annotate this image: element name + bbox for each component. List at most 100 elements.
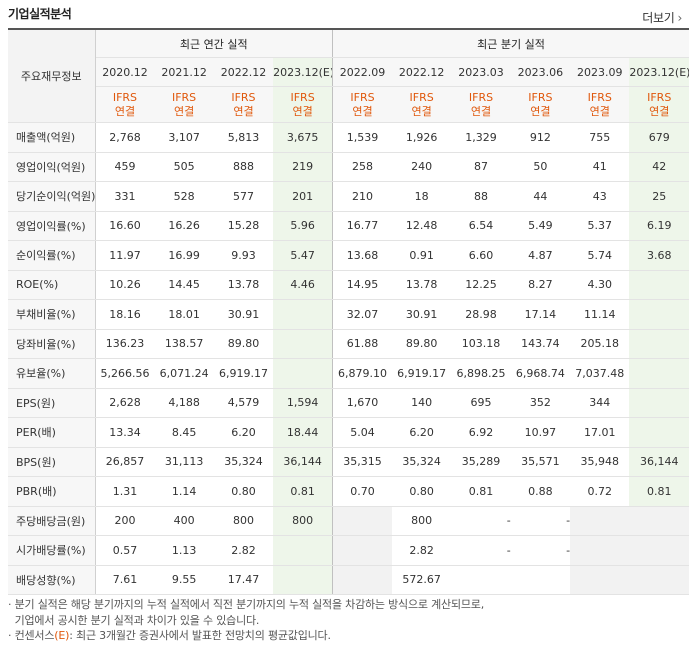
table-cell: 3,107 bbox=[154, 122, 214, 153]
table-cell: 36,144 bbox=[273, 447, 334, 477]
table-cell: 1,926 bbox=[391, 122, 452, 153]
table-cell: 26,857 bbox=[95, 447, 155, 477]
table-row: PBR(배) 1.31 1.14 0.80 0.81 0.70 0.80 0.81 0.88 0.… bbox=[8, 476, 689, 507]
table-cell: 16.26 bbox=[154, 210, 214, 241]
table-cell: 528 bbox=[154, 181, 214, 212]
table-cell: 0.72 bbox=[570, 476, 630, 507]
table-row: 영업이익(억원) 459 505 888 219 258 240 87 50 41 42 bbox=[8, 152, 689, 182]
table-cell: 505 bbox=[154, 152, 214, 182]
table-cell: 2,628 bbox=[95, 387, 155, 418]
table-cell: 12.25 bbox=[451, 270, 511, 300]
row-label: 배당성향(%) bbox=[8, 565, 96, 595]
table-cell: - bbox=[510, 505, 571, 536]
table-cell: 13.34 bbox=[95, 417, 155, 448]
table-cell: 25 bbox=[629, 181, 689, 212]
table-cell: 4,579 bbox=[213, 387, 274, 418]
table-cell bbox=[273, 329, 334, 359]
table-cell: 43 bbox=[570, 181, 630, 212]
row-label: 영업이익률(%) bbox=[8, 210, 96, 241]
table-cell: 5.37 bbox=[570, 210, 630, 241]
table-cell: 42 bbox=[629, 152, 689, 182]
table-cell: 1,539 bbox=[332, 122, 392, 153]
table-row: 매출액(억원) 2,768 3,107 5,813 3,675 1,539 1,926 1,3… bbox=[8, 122, 689, 153]
consolidated-label: 연결 bbox=[649, 104, 670, 118]
table-cell: 50 bbox=[510, 152, 571, 182]
table-cell: 5.74 bbox=[570, 240, 630, 271]
section-title: 기업실적분석 bbox=[8, 7, 72, 21]
table-cell: - bbox=[451, 535, 511, 566]
table-cell: 0.81 bbox=[451, 476, 511, 507]
table-cell: 4.87 bbox=[510, 240, 571, 271]
row-label: PBR(배) bbox=[8, 476, 96, 507]
table-cell: - bbox=[451, 505, 511, 536]
ifrs-label: IFRS bbox=[350, 90, 375, 104]
table-cell: 17.47 bbox=[213, 565, 274, 595]
consolidated-label: 연결 bbox=[233, 104, 254, 118]
ifrs-label: IFRS bbox=[468, 90, 494, 104]
table-cell: 17.01 bbox=[570, 417, 630, 448]
table-cell: 6.92 bbox=[451, 417, 511, 448]
table-cell: 1.13 bbox=[154, 535, 214, 566]
table-cell: 888 bbox=[213, 152, 274, 182]
table-row: 당기순이익(억원) 331 528 577 201 210 18 88 44 43 25 bbox=[8, 181, 689, 212]
table-cell: 6,968.74 bbox=[510, 358, 571, 389]
ifrs-badge: IFRS 연결 bbox=[213, 86, 274, 123]
table-cell: 16.60 bbox=[95, 210, 155, 241]
table-cell: 800 bbox=[273, 505, 334, 536]
table-cell: 35,571 bbox=[510, 447, 571, 477]
table-row: EPS(원) 2,628 4,188 4,579 1,594 1,670 140 695 352… bbox=[8, 387, 689, 418]
period-header: 2023.03 bbox=[451, 57, 511, 87]
ifrs-badge: IFRS 연결 bbox=[95, 86, 155, 123]
table-row: 시가배당률(%) 0.57 1.13 2.82 2.82- - bbox=[8, 535, 689, 566]
table-cell: 679 bbox=[629, 122, 689, 153]
table-cell: 6,879.10 bbox=[332, 358, 392, 389]
chevron-right-icon: › bbox=[677, 10, 683, 25]
table-cell bbox=[629, 270, 689, 300]
table-cell: 13.78 bbox=[391, 270, 452, 300]
table-cell: 200 bbox=[95, 505, 155, 536]
table-cell: 1,594 bbox=[273, 387, 334, 418]
ifrs-label: IFRS bbox=[409, 90, 434, 104]
footnote-1-cont: 기업에서 공시한 분기 실적과 차이가 있을 수 있습니다. bbox=[14, 613, 260, 627]
table-cell: 35,948 bbox=[570, 447, 630, 477]
annual-group-header: 최근 연간 실적 bbox=[95, 30, 334, 58]
row-label: 순이익률(%) bbox=[8, 240, 96, 271]
row-label: 영업이익(억원) bbox=[8, 152, 96, 182]
footnote-2: · 컨센서스(E): 최근 3개월간 증권사에서 발표한 전망치의 평균값입니다… bbox=[8, 629, 331, 642]
table-cell: 11.97 bbox=[95, 240, 155, 271]
table-row: ROE(%) 10.26 14.45 13.78 4.46 14.95 13.78 12.25… bbox=[8, 270, 689, 300]
label-header: 주요재무정보 bbox=[8, 30, 96, 123]
table-cell: 30.91 bbox=[391, 299, 452, 330]
row-label: 당기순이익(억원) bbox=[8, 181, 96, 212]
table-cell: 5.96 bbox=[273, 210, 334, 241]
table-cell: 8.45 bbox=[154, 417, 214, 448]
table-cell: 0.91 bbox=[391, 240, 452, 271]
table-cell: 695 bbox=[451, 387, 511, 418]
period-header: 2023.09 bbox=[570, 57, 630, 87]
ifrs-badge: IFRS 연결 bbox=[391, 86, 452, 123]
table-cell bbox=[629, 535, 689, 566]
row-label: 시가배당률(%) bbox=[8, 535, 96, 566]
table-cell: 8.27 bbox=[510, 270, 571, 300]
table-cell: 240 bbox=[391, 152, 452, 182]
table-cell: 10.26 bbox=[95, 270, 155, 300]
table-cell: 577 bbox=[213, 181, 274, 212]
ifrs-badge: IFRS 연결 bbox=[332, 86, 392, 123]
table-cell: 13.68 bbox=[332, 240, 392, 271]
table-cell bbox=[273, 535, 334, 566]
period-header: 2023.12(E) bbox=[629, 57, 689, 87]
table-cell: 61.88 bbox=[332, 329, 392, 359]
table-cell: 11.14 bbox=[570, 299, 630, 330]
table-cell: 1,329 bbox=[451, 122, 511, 153]
table-cell bbox=[332, 565, 392, 595]
row-label: 유보율(%) bbox=[8, 358, 96, 389]
table-cell: 344 bbox=[570, 387, 630, 418]
table-top-rule bbox=[8, 28, 689, 30]
table-cell: 41 bbox=[570, 152, 630, 182]
table-cell: 2.82 bbox=[213, 535, 274, 566]
table-cell bbox=[451, 565, 511, 595]
table-cell: 459 bbox=[95, 152, 155, 182]
table-cell: 10.97 bbox=[510, 417, 571, 448]
table-cell: 14.45 bbox=[154, 270, 214, 300]
more-link[interactable]: 더보기 › bbox=[642, 9, 682, 26]
